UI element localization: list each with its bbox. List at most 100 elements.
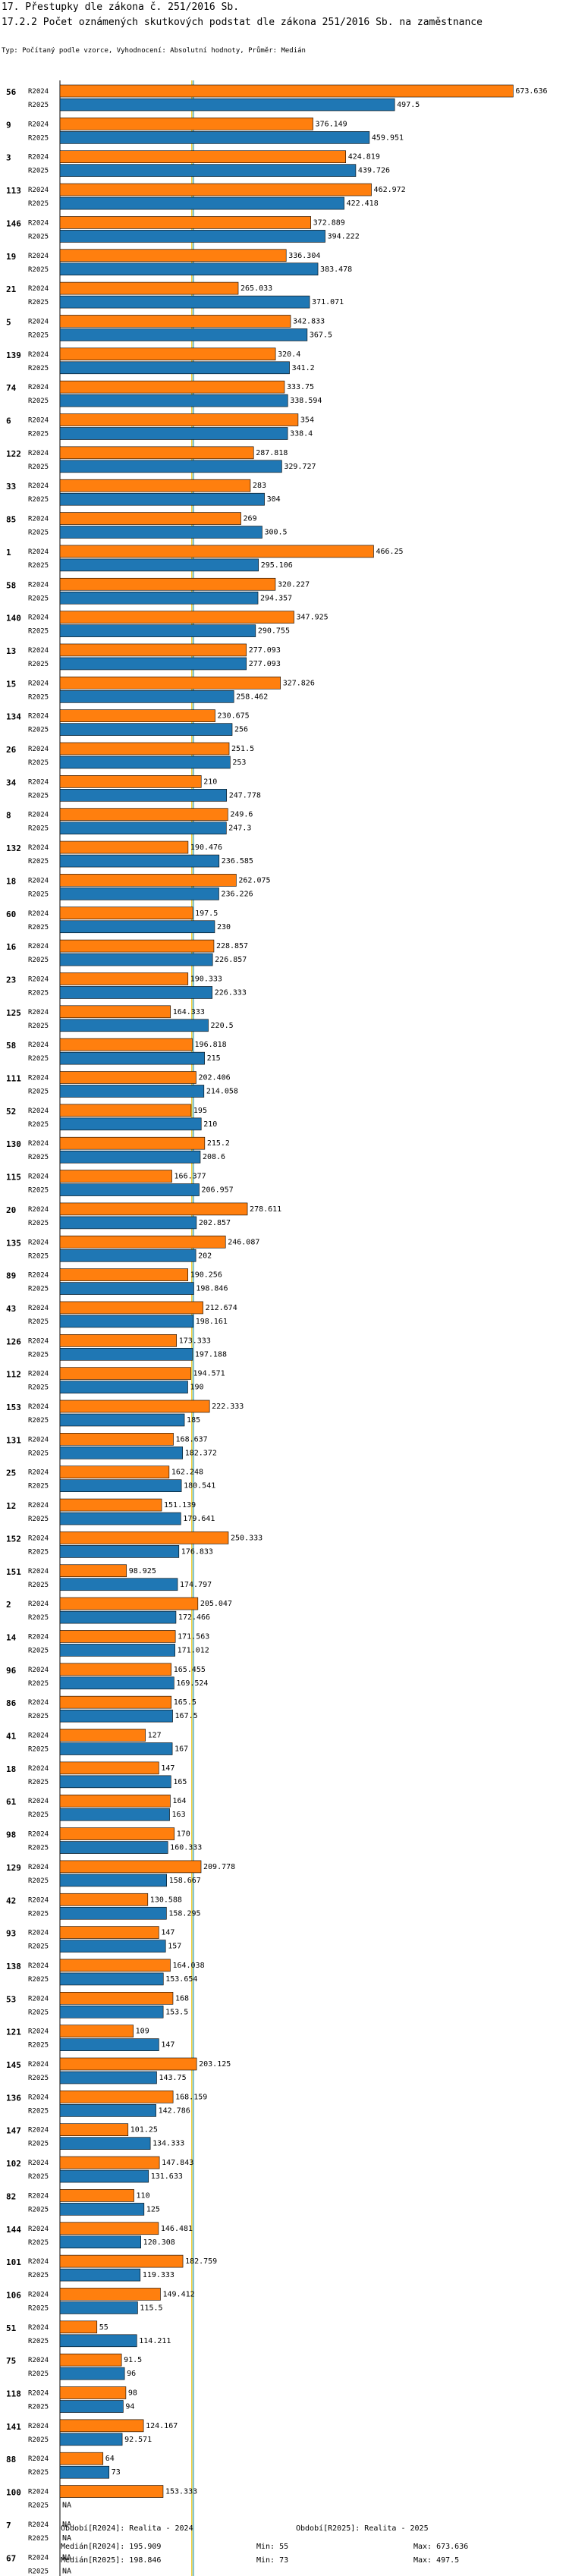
bar-r2025	[59, 164, 357, 177]
series-tick-label: R2025	[28, 595, 49, 602]
max-2024-label: Max: 673.636	[413, 2543, 469, 2551]
bar-value-label: 202	[198, 1252, 212, 1260]
chart-title-section: 17. Přestupky dle zákona č. 251/2016 Sb.	[2, 2, 240, 13]
bar-value-label: 149.412	[162, 2290, 194, 2298]
bar-value-label: 205.047	[200, 1600, 232, 1608]
series-tick-label: R2024	[28, 2291, 49, 2298]
series-tick-label: R2024	[28, 581, 49, 589]
bar-value-label: 179.641	[183, 1515, 215, 1523]
bar-value-label: 190.256	[190, 1271, 222, 1280]
bar-value-label: 165.455	[174, 1666, 206, 1674]
bar-r2025	[59, 2203, 145, 2216]
bar-r2025	[59, 1906, 167, 1920]
category-label: 125	[6, 1008, 21, 1018]
bar-r2025	[59, 1545, 180, 1558]
bar-r2024	[59, 1695, 172, 1709]
series-tick-label: R2024	[28, 778, 49, 786]
series-tick-label: R2025	[28, 2239, 49, 2247]
category-label: 93	[6, 1929, 16, 1939]
series-tick-label: R2025	[28, 562, 49, 570]
category-label: 151	[6, 1567, 21, 1577]
series-tick-label: R2025	[28, 1089, 49, 1096]
bar-value-label: NA	[62, 2534, 71, 2543]
bar-r2024	[59, 1992, 174, 2005]
bar-r2025	[59, 1808, 170, 1821]
bar-value-label: 673.636	[515, 87, 547, 96]
series-tick-label: R2025	[28, 2338, 49, 2345]
bar-value-label: 383.478	[320, 265, 352, 274]
series-tick-label: R2024	[28, 910, 49, 918]
bar-r2024	[59, 2320, 98, 2334]
bar-r2025	[59, 1051, 205, 1065]
bar-value-label: 338.4	[290, 430, 313, 438]
bar-value-label: 190.333	[190, 975, 222, 983]
bar-value-label: 300.5	[264, 529, 287, 537]
bar-value-label: 94	[125, 2403, 134, 2411]
bar-r2024	[59, 1104, 192, 1117]
bar-value-label: 283	[253, 482, 266, 490]
series-tick-label: R2025	[28, 1582, 49, 1589]
bar-value-label: 209.778	[203, 1863, 235, 1871]
bar-r2024	[59, 84, 514, 98]
series-tick-label: R2025	[28, 2404, 49, 2411]
bar-r2025	[59, 1578, 178, 1591]
bar-r2024	[59, 1860, 202, 1874]
series-tick-label: R2024	[28, 548, 49, 556]
series-tick-label: R2025	[28, 1845, 49, 1852]
series-tick-label: R2024	[28, 2423, 49, 2430]
bar-value-label: 371.071	[312, 298, 344, 306]
bar-r2025	[59, 2038, 159, 2051]
series-tick-label: R2024	[28, 318, 49, 325]
bar-r2025	[59, 2137, 151, 2150]
bar-value-label: 208.6	[203, 1153, 225, 1161]
bar-r2024	[59, 1136, 206, 1150]
median-2024-label: Medián[R2024]: 195.909	[61, 2543, 162, 2551]
bar-r2025	[59, 1972, 164, 1986]
bar-r2025	[59, 558, 259, 572]
bar-value-label: 394.222	[328, 232, 360, 240]
bar-r2024	[59, 413, 299, 426]
bar-r2024	[59, 1564, 127, 1578]
bar-r2024	[59, 2156, 160, 2169]
bar-r2024	[59, 1761, 159, 1775]
bar-value-label: 197.188	[195, 1350, 227, 1359]
bar-r2024	[59, 874, 237, 887]
bar-value-label: NA	[62, 2553, 71, 2562]
series-tick-label: R2025	[28, 200, 49, 208]
series-tick-label: R2025	[28, 2304, 49, 2312]
bar-value-label: 153.333	[165, 2488, 197, 2496]
series-tick-label: R2025	[28, 299, 49, 306]
series-tick-label: R2024	[28, 1864, 49, 1871]
bar-value-label: 295.106	[261, 561, 293, 570]
bar-value-label: 98.925	[129, 1567, 156, 1575]
bar-r2025	[59, 2104, 156, 2117]
bar-r2025	[59, 2465, 110, 2479]
bar-value-label: 294.357	[260, 594, 292, 602]
bar-r2025	[59, 295, 310, 309]
series-tick-label: R2025	[28, 331, 49, 339]
bar-r2024	[59, 2419, 144, 2433]
bar-value-label: 171.012	[178, 1646, 209, 1654]
median-2025-label: Medián[R2025]: 198.846	[61, 2556, 162, 2565]
bar-r2024	[59, 1531, 229, 1544]
series-tick-label: R2025	[28, 2206, 49, 2213]
series-tick-label: R2024	[28, 2390, 49, 2398]
series-tick-label: R2025	[28, 2436, 49, 2444]
bar-value-label: 109	[136, 2028, 149, 2036]
bar-value-label: 265.033	[240, 284, 272, 293]
series-tick-label: R2024	[28, 1568, 49, 1575]
bar-r2025	[59, 460, 282, 473]
bar-value-label: 130.588	[150, 1896, 182, 1904]
series-tick-label: R2025	[28, 2568, 49, 2575]
bar-value-label: 249.6	[230, 811, 253, 819]
category-label: 14	[6, 1632, 17, 1642]
category-label: 88	[6, 2455, 16, 2464]
bar-value-label: 222.333	[212, 1403, 244, 1411]
series-tick-label: R2024	[28, 1371, 49, 1378]
bar-value-label: 354	[300, 416, 314, 425]
bar-value-label: 115.5	[140, 2304, 162, 2312]
bar-value-label: 185	[187, 1416, 200, 1425]
bar-r2024	[59, 1893, 149, 1906]
category-label: 146	[6, 218, 21, 228]
